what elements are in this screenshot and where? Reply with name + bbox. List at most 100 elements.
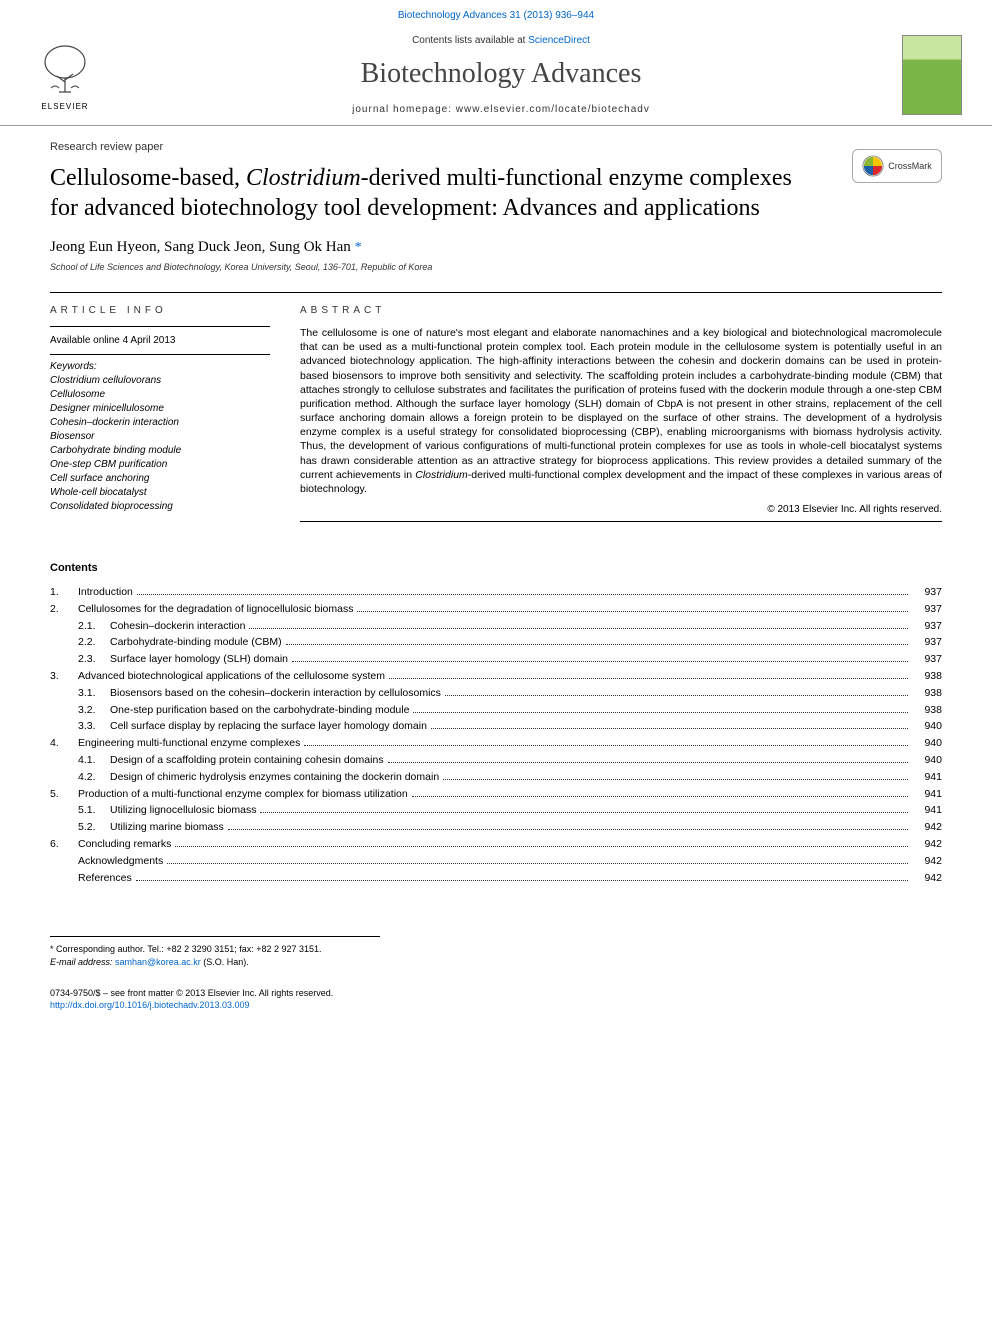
toc-label: Utilizing lignocellulosic biomass bbox=[110, 802, 256, 819]
journal-homepage: journal homepage: www.elsevier.com/locat… bbox=[100, 104, 902, 115]
keyword-item: Clostridium cellulovorans bbox=[50, 374, 270, 388]
toc-label: Utilizing marine biomass bbox=[110, 819, 224, 836]
corresponding-marker: * bbox=[355, 240, 362, 255]
divider bbox=[50, 354, 270, 355]
toc-label: Engineering multi-functional enzyme comp… bbox=[78, 735, 300, 752]
toc-label: Biosensors based on the cohesin–dockerin… bbox=[110, 685, 441, 702]
toc-page: 937 bbox=[912, 618, 942, 635]
toc-label: Design of chimeric hydrolysis enzymes co… bbox=[110, 769, 439, 786]
toc-subnumber: 3.3. bbox=[78, 718, 110, 735]
email-link[interactable]: samhan@korea.ac.kr bbox=[115, 957, 201, 967]
info-abstract-row: ARTICLE INFO Available online 4 April 20… bbox=[50, 292, 942, 522]
crossmark-badge[interactable]: CrossMark bbox=[852, 149, 942, 183]
toc-label: Concluding remarks bbox=[78, 836, 171, 853]
affiliation: School of Life Sciences and Biotechnolog… bbox=[50, 262, 942, 272]
toc-number: 2. bbox=[50, 601, 78, 618]
authors-text: Jeong Eun Hyeon, Sang Duck Jeon, Sung Ok… bbox=[50, 239, 355, 255]
toc-dots bbox=[304, 745, 908, 746]
doi-link[interactable]: http://dx.doi.org/10.1016/j.biotechadv.2… bbox=[50, 1000, 250, 1010]
toc-row: 3.3.Cell surface display by replacing th… bbox=[50, 718, 942, 735]
toc-dots bbox=[249, 628, 908, 629]
contents-header: Contents bbox=[50, 562, 942, 574]
toc-subnumber: 4.1. bbox=[78, 752, 110, 769]
toc-row: 3.Advanced biotechnological applications… bbox=[50, 668, 942, 685]
journal-cover-thumbnail bbox=[902, 35, 962, 115]
toc-number: 5. bbox=[50, 786, 78, 803]
toc-row: 4.2.Design of chimeric hydrolysis enzyme… bbox=[50, 769, 942, 786]
keyword-item: One-step CBM purification bbox=[50, 458, 270, 472]
toc-page: 940 bbox=[912, 752, 942, 769]
toc-subnumber: 5.2. bbox=[78, 819, 110, 836]
keyword-item: Carbohydrate binding module bbox=[50, 444, 270, 458]
toc-number: 6. bbox=[50, 836, 78, 853]
corresponding-author-footnote: * Corresponding author. Tel.: +82 2 3290… bbox=[50, 943, 380, 956]
abstract-em: Clostridium bbox=[415, 469, 468, 481]
toc-dots bbox=[137, 594, 908, 595]
toc-label: Design of a scaffolding protein containi… bbox=[110, 752, 384, 769]
running-head: Biotechnology Advances 31 (2013) 936–944 bbox=[0, 0, 992, 29]
toc-row: 2.Cellulosomes for the degradation of li… bbox=[50, 601, 942, 618]
keyword-item: Consolidated bioprocessing bbox=[50, 500, 270, 514]
toc-list: 1.Introduction9372.Cellulosomes for the … bbox=[50, 584, 942, 886]
toc-page: 937 bbox=[912, 601, 942, 618]
toc-row: Acknowledgments942 bbox=[50, 853, 942, 870]
toc-subnumber: 3.2. bbox=[78, 702, 110, 719]
toc-dots bbox=[412, 796, 908, 797]
divider bbox=[300, 521, 942, 522]
journal-banner-center: Contents lists available at ScienceDirec… bbox=[100, 35, 902, 115]
article-type: Research review paper bbox=[50, 141, 942, 153]
toc-row: 3.2.One-step purification based on the c… bbox=[50, 702, 942, 719]
running-head-link[interactable]: Biotechnology Advances 31 (2013) 936–944 bbox=[398, 10, 594, 21]
toc-label: Surface layer homology (SLH) domain bbox=[110, 651, 288, 668]
toc-row: 4.Engineering multi-functional enzyme co… bbox=[50, 735, 942, 752]
footer-meta: 0734-9750/$ – see front matter © 2013 El… bbox=[50, 987, 942, 1012]
toc-page: 937 bbox=[912, 651, 942, 668]
toc-row: 3.1.Biosensors based on the cohesin–dock… bbox=[50, 685, 942, 702]
toc-subnumber: 2.2. bbox=[78, 634, 110, 651]
toc-page: 942 bbox=[912, 836, 942, 853]
toc-page: 940 bbox=[912, 718, 942, 735]
toc-row: 5.Production of a multi-functional enzym… bbox=[50, 786, 942, 803]
toc-page: 942 bbox=[912, 870, 942, 887]
toc-subnumber: 4.2. bbox=[78, 769, 110, 786]
toc-dots bbox=[443, 779, 908, 780]
toc-label: Cellulosomes for the degradation of lign… bbox=[78, 601, 353, 618]
toc-subnumber: 2.3. bbox=[78, 651, 110, 668]
toc-page: 941 bbox=[912, 769, 942, 786]
available-online: Available online 4 April 2013 bbox=[50, 335, 270, 346]
toc-page: 941 bbox=[912, 802, 942, 819]
toc-number: 3. bbox=[50, 668, 78, 685]
toc-dots bbox=[389, 678, 908, 679]
toc-dots bbox=[228, 829, 908, 830]
sciencedirect-link[interactable]: ScienceDirect bbox=[528, 35, 590, 46]
toc-page: 938 bbox=[912, 668, 942, 685]
keyword-item: Cellulosome bbox=[50, 388, 270, 402]
toc-row: 2.1.Cohesin–dockerin interaction937 bbox=[50, 618, 942, 635]
toc-row: 2.2.Carbohydrate-binding module (CBM)937 bbox=[50, 634, 942, 651]
toc-label: References bbox=[78, 870, 132, 887]
toc-label: Advanced biotechnological applications o… bbox=[78, 668, 385, 685]
keyword-item: Designer minicellulosome bbox=[50, 402, 270, 416]
publisher-logo: ELSEVIER bbox=[30, 35, 100, 115]
toc-label: Cell surface display by replacing the su… bbox=[110, 718, 427, 735]
toc-page: 937 bbox=[912, 584, 942, 601]
toc-label: Introduction bbox=[78, 584, 133, 601]
contents-lists-text: Contents lists available at ScienceDirec… bbox=[100, 35, 902, 46]
article-info-column: ARTICLE INFO Available online 4 April 20… bbox=[50, 305, 270, 522]
keyword-item: Whole-cell biocatalyst bbox=[50, 486, 270, 500]
abstract-header: ABSTRACT bbox=[300, 305, 942, 316]
toc-dots bbox=[167, 863, 908, 864]
toc-row: 1.Introduction 937 bbox=[50, 584, 942, 601]
keyword-item: Biosensor bbox=[50, 430, 270, 444]
toc-page: 942 bbox=[912, 819, 942, 836]
toc-row: 4.1.Design of a scaffolding protein cont… bbox=[50, 752, 942, 769]
toc-label: Carbohydrate-binding module (CBM) bbox=[110, 634, 282, 651]
toc-page: 940 bbox=[912, 735, 942, 752]
toc-number: 1. bbox=[50, 584, 78, 601]
toc-row: 6.Concluding remarks 942 bbox=[50, 836, 942, 853]
divider bbox=[50, 326, 270, 327]
toc-label: Production of a multi-functional enzyme … bbox=[78, 786, 408, 803]
article-title-em: Clostridium bbox=[246, 165, 361, 191]
toc-dots bbox=[292, 661, 908, 662]
toc-row: References 942 bbox=[50, 870, 942, 887]
